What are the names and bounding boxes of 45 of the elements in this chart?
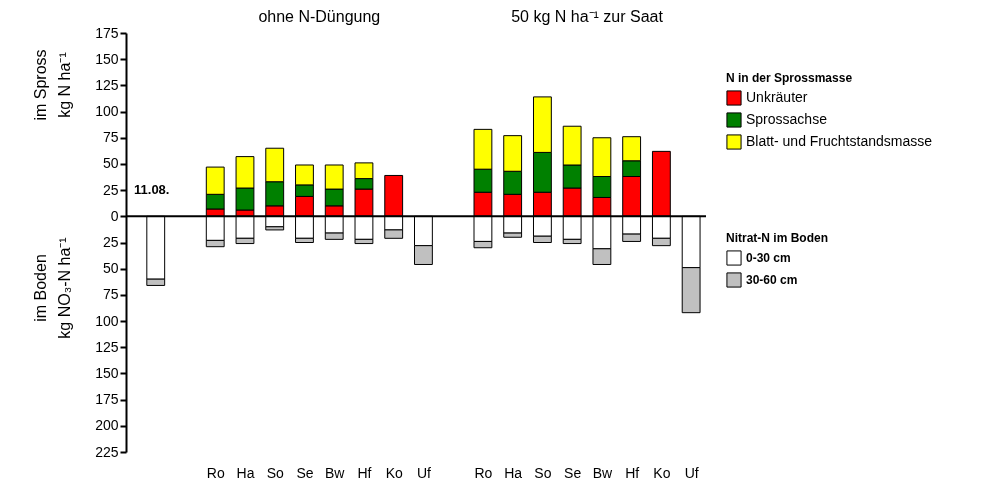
x-tick-label: Ha	[236, 464, 255, 481]
x-tick-label: Bw	[324, 464, 346, 481]
x-tick-label: Ro	[474, 464, 493, 481]
text: im Boden kg NO₃-N ha⁻¹	[32, 237, 73, 339]
x-tick-label: Ha	[504, 464, 523, 481]
y-tick-label: 75	[102, 129, 119, 146]
y-tick-label: 75	[102, 286, 119, 303]
x-tick-label: Se	[564, 464, 582, 481]
x-tick-label: Ro	[206, 464, 225, 481]
y-tick-label: 25	[102, 234, 119, 250]
y-tick-label: 0	[110, 207, 119, 224]
y-tick-label: 200	[95, 417, 119, 434]
y-tick-label: 150	[95, 50, 119, 67]
x-tick-label: Ko	[653, 464, 671, 481]
legend-label: 0-30 cm	[746, 251, 791, 265]
x-tick-label: Hf	[357, 464, 372, 481]
y-tick-label: 225	[95, 443, 119, 460]
x-tick-label: Ko	[385, 464, 403, 481]
y-tick-label: 175	[95, 391, 119, 408]
annotation: 11.08.	[134, 182, 170, 198]
x-tick-label: Uf	[684, 464, 699, 481]
text: ohne N-Düngung	[258, 8, 381, 25]
y-axis-title: im Spross kg N ha⁻¹	[32, 49, 73, 121]
legend-label: 30-60 cm	[746, 273, 798, 287]
legend-title: N in der Sprossmasse	[726, 71, 853, 85]
text: Nitrat-N im Boden	[726, 231, 828, 245]
legend-label: Blatt- und Fruchtstandsmasse	[746, 133, 933, 149]
y-tick-label: 100	[95, 312, 119, 329]
legend-label: Sprossachse	[746, 111, 828, 127]
y-tick-label: 50	[102, 260, 119, 277]
y-tick-label: 125	[95, 76, 119, 93]
y-tick-label: 100	[95, 103, 119, 120]
x-tick-label: Hf	[625, 464, 640, 481]
legend-label: Unkräuter	[746, 89, 808, 105]
x-tick-label: So	[266, 464, 284, 481]
text: 50 kg N ha⁻¹ zur Saat	[511, 8, 664, 25]
y-tick-label: 25	[102, 181, 119, 198]
x-tick-label: Uf	[416, 464, 432, 481]
y-tick-label: 50	[102, 155, 119, 172]
y-tick-label: 125	[95, 338, 119, 355]
y-tick-label: 175	[95, 24, 119, 41]
x-tick-label: Bw	[592, 464, 614, 481]
x-tick-label: Se	[296, 464, 314, 481]
x-tick-label: So	[534, 464, 552, 481]
y-tick-label: 150	[95, 364, 119, 381]
